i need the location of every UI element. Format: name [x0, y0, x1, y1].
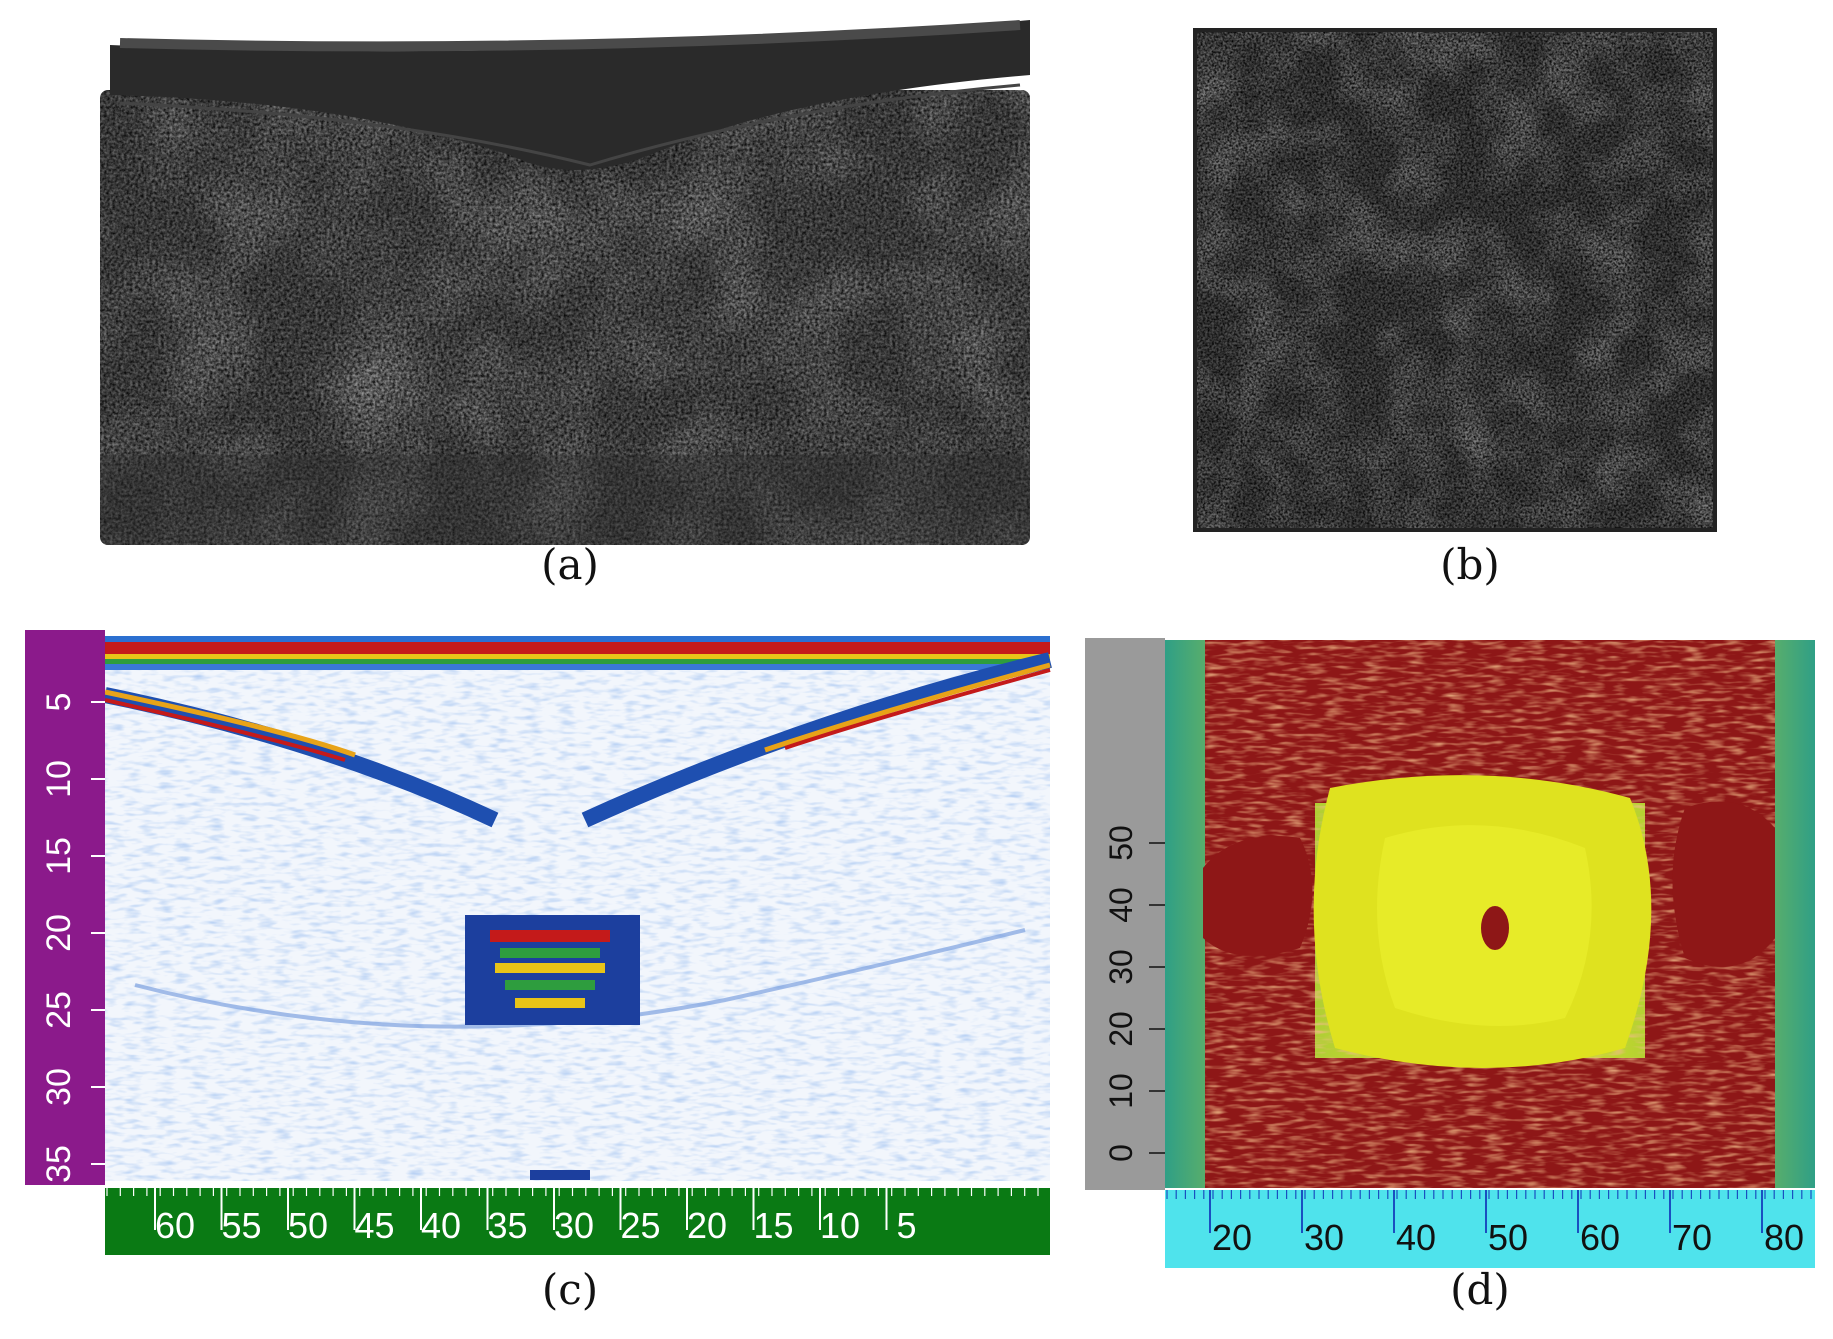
x-tick-label-c: 40 — [421, 1205, 461, 1246]
scan-heatmap-c: 5 10 15 20 25 30 35 60 55 50 45 40 35 30 25 20 15 10 5 — [25, 630, 1052, 1255]
x-axis-ticks-c: 60 55 50 45 40 35 30 25 20 15 10 5 — [106, 1188, 1039, 1246]
x-tick-label-d: 40 — [1396, 1217, 1436, 1258]
x-tick-label-c: 45 — [354, 1205, 394, 1246]
x-axis-ticks-d: 20 30 40 50 60 70 80 — [1166, 1190, 1812, 1258]
x-tick-label-c: 10 — [820, 1205, 860, 1246]
y-tick-label-c: 10 — [40, 760, 78, 798]
x-axis-bar-c — [105, 1188, 1050, 1255]
caption-c: (c) — [541, 1265, 599, 1314]
x-tick-label-c: 30 — [554, 1205, 594, 1246]
scan-heatmap-d: 0 10 20 30 40 50 20 30 40 50 60 70 80 — [1085, 638, 1815, 1268]
x-tick-label-c: 25 — [620, 1205, 660, 1246]
x-tick-label-d: 80 — [1764, 1217, 1804, 1258]
x-tick-label-c: 60 — [155, 1205, 195, 1246]
x-tick-label-c: 15 — [753, 1205, 793, 1246]
y-tick-label-c: 15 — [40, 837, 78, 875]
x-tick-label-d: 70 — [1672, 1217, 1712, 1258]
caption-a: (a) — [541, 540, 599, 589]
y-axis-bar-c — [25, 630, 105, 1185]
x-tick-label-d: 50 — [1488, 1217, 1528, 1258]
y-tick-label-c: 5 — [40, 693, 78, 712]
x-tick-label-c: 20 — [687, 1205, 727, 1246]
y-axis-ticks-c: 5 10 15 20 25 30 35 — [40, 693, 105, 1183]
x-tick-label-d: 30 — [1304, 1217, 1344, 1258]
y-axis-bar-d — [1085, 638, 1165, 1190]
y-tick-label-d: 0 — [1103, 1144, 1139, 1162]
y-tick-label-d: 30 — [1103, 949, 1139, 985]
x-tick-label-c: 5 — [896, 1205, 916, 1246]
y-axis-ticks-d: 0 10 20 30 40 50 — [1103, 825, 1165, 1162]
xray-side-view-image — [100, 20, 1030, 545]
y-tick-label-d: 40 — [1103, 887, 1139, 923]
x-tick-label-d: 60 — [1580, 1217, 1620, 1258]
x-tick-label-c: 35 — [487, 1205, 527, 1246]
x-tick-label-d: 20 — [1212, 1217, 1252, 1258]
x-tick-label-c: 55 — [221, 1205, 261, 1246]
caption-d: (d) — [1450, 1265, 1510, 1314]
y-tick-label-d: 10 — [1103, 1073, 1139, 1109]
y-tick-label-d: 20 — [1103, 1011, 1139, 1047]
x-tick-label-c: 50 — [288, 1205, 328, 1246]
y-tick-label-c: 35 — [40, 1145, 78, 1183]
y-tick-label-d: 50 — [1103, 825, 1139, 861]
x-axis-bar-d — [1165, 1190, 1815, 1268]
xray-top-view-image — [1193, 28, 1717, 532]
caption-b: (b) — [1440, 540, 1500, 589]
y-tick-label-c: 25 — [40, 991, 78, 1029]
y-tick-label-c: 20 — [40, 914, 78, 952]
y-tick-label-c: 30 — [40, 1068, 78, 1106]
